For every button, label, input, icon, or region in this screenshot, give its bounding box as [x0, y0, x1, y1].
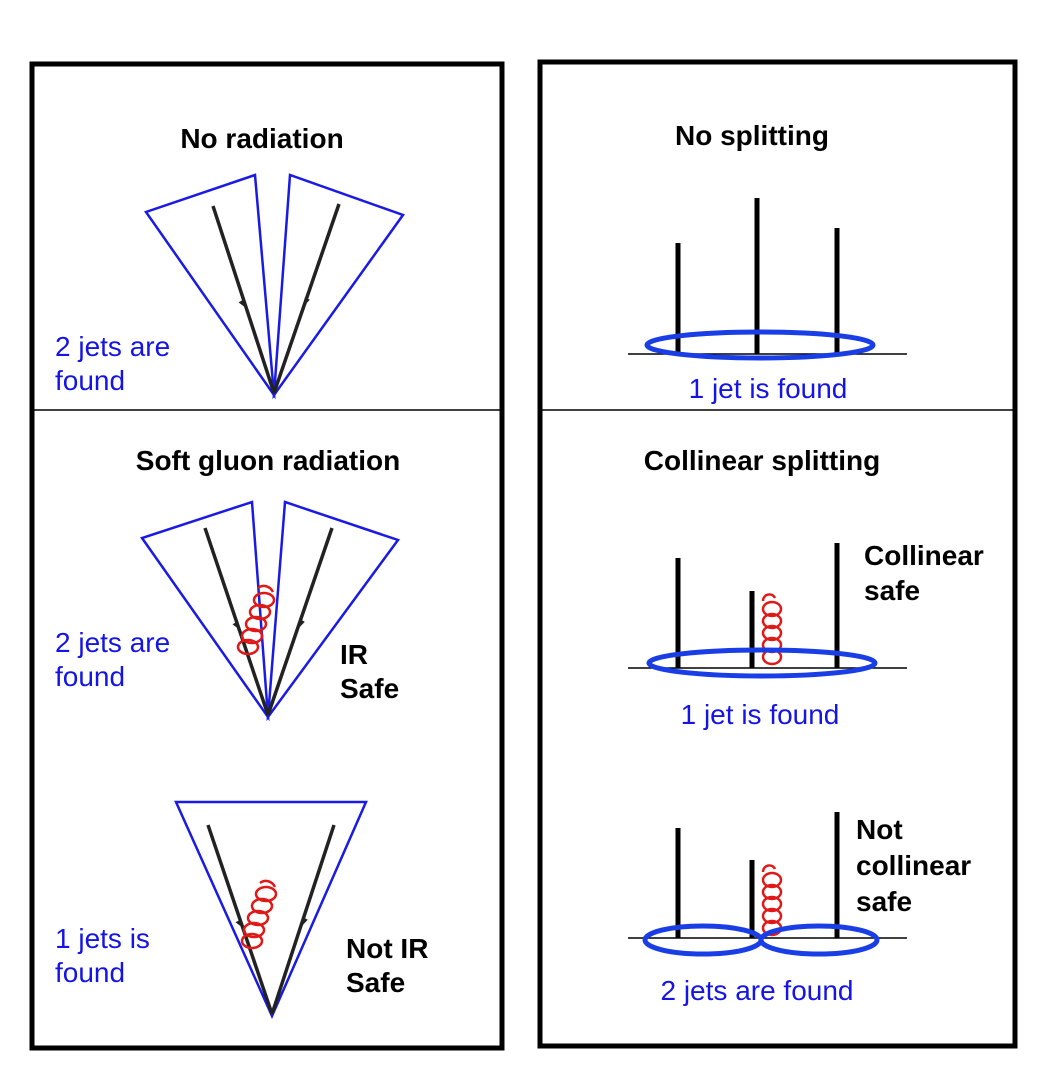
- arrow-right: [300, 917, 308, 928]
- no-radiation-section: No radiation 2 jets are found: [55, 123, 405, 400]
- gluon-coil: [761, 864, 783, 937]
- right-panel-frame: [537, 59, 1018, 1049]
- not-ir-safe-verdict-line2: Safe: [346, 967, 405, 998]
- collinear-safe-result: 1 jet is found: [681, 699, 840, 730]
- not-collinear-verdict-line3: safe: [856, 886, 912, 917]
- collinear-splitting-title: Collinear splitting: [644, 445, 880, 476]
- gluon-coil: [236, 584, 276, 656]
- left-panel-frame: [29, 61, 505, 1051]
- no-splitting-title: No splitting: [675, 120, 829, 151]
- no-radiation-result-line2: found: [55, 365, 125, 396]
- parton-left: [206, 824, 274, 1015]
- no-splitting-result: 1 jet is found: [689, 373, 848, 404]
- arrow-left: [235, 919, 243, 928]
- collinear-safe-verdict-line1: Collinear: [864, 540, 984, 571]
- not-collinear-verdict-line2: collinear: [856, 850, 971, 881]
- collinear-splitting-section: Collinear splitting Collinear safe 1 jet…: [628, 445, 984, 730]
- jet-cone-left: [140, 500, 270, 722]
- gluon-coil: [240, 879, 278, 950]
- arrow-left: [232, 621, 240, 630]
- not-ir-safe-section: 1 jets is found Not IR Safe: [55, 800, 428, 1020]
- no-radiation-result-line1: 2 jets are: [55, 331, 170, 362]
- jet-ring-right: [758, 923, 880, 957]
- arrow-right: [297, 619, 305, 630]
- parton-left: [203, 527, 270, 716]
- soft-gluon-section: Soft gluon radiation 2 jets are found IR…: [55, 445, 401, 722]
- arrow-right: [302, 297, 310, 308]
- not-collinear-safe-section: Not collinear safe 2 jets are found: [628, 812, 971, 1006]
- parton-left: [211, 205, 276, 394]
- not-collinear-verdict-line1: Not: [856, 814, 903, 845]
- ir-safe-verdict-line1: IR: [340, 639, 368, 670]
- arrow-left: [238, 299, 246, 308]
- not-ir-safe-verdict-line1: Not IR: [346, 933, 428, 964]
- not-ir-safe-result-line2: found: [55, 957, 125, 988]
- soft-gluon-result-line1: 2 jets are: [55, 627, 170, 658]
- jet-cone-right: [266, 500, 401, 722]
- collinear-safe-verdict-line2: safe: [864, 575, 920, 606]
- soft-gluon-title: Soft gluon radiation: [136, 445, 400, 476]
- merged-jet-cone: [174, 800, 368, 1020]
- jet-ring: [646, 647, 878, 679]
- soft-gluon-result-line2: found: [55, 661, 125, 692]
- no-splitting-section: No splitting 1 jet is found: [628, 120, 907, 404]
- jet-ring-left: [642, 923, 764, 957]
- ir-safe-verdict-line2: Safe: [340, 673, 399, 704]
- not-collinear-result: 2 jets are found: [660, 975, 853, 1006]
- jet-ring: [644, 329, 876, 361]
- gluon-coil: [761, 593, 783, 666]
- jet-cone-left: [144, 173, 276, 400]
- no-radiation-title: No radiation: [180, 123, 343, 154]
- not-ir-safe-result-line1: 1 jets is: [55, 923, 150, 954]
- jet-cone-right: [272, 173, 405, 400]
